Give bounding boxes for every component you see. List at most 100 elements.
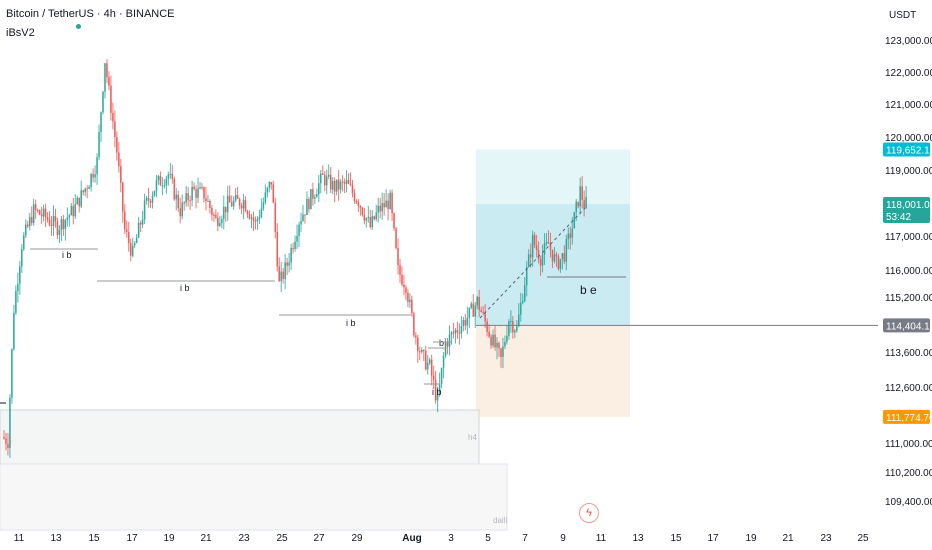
candle [171, 164, 174, 184]
candle-body [569, 233, 572, 238]
candle-body [506, 335, 508, 342]
candle-body [316, 194, 318, 198]
candle [529, 243, 532, 268]
candle [266, 186, 269, 198]
symbol-title[interactable]: Bitcoin / TetherUS · 4h · BINANCE [6, 8, 175, 20]
y-tick-label: 123,000.00 [885, 36, 932, 47]
candle-body [104, 63, 106, 92]
candle-body [15, 291, 17, 313]
candle [347, 173, 350, 185]
candle [470, 301, 473, 310]
candle-body [405, 287, 407, 293]
candle-body [365, 218, 368, 221]
candle-body [193, 186, 195, 190]
candle [567, 227, 570, 250]
candle [440, 367, 443, 389]
candle-body [385, 200, 387, 208]
daily-label: daili [493, 516, 507, 525]
candle [498, 341, 500, 358]
candle-body [312, 189, 314, 199]
candle-body [203, 187, 205, 199]
candle [561, 252, 564, 270]
candle-body [563, 253, 566, 262]
candle-body [221, 219, 223, 224]
candle-body [426, 362, 429, 370]
candle-body [147, 198, 150, 201]
trend-dashed-line [479, 207, 586, 319]
candle-body [456, 330, 459, 333]
candle [74, 194, 77, 219]
candle-body [420, 350, 423, 353]
candle-body [260, 208, 263, 218]
flash-event-icon[interactable]: ϟ [579, 503, 599, 523]
candle-body [575, 201, 578, 213]
candle [254, 216, 257, 230]
candle-body [323, 174, 326, 186]
candle-body [296, 235, 298, 242]
candle-body [199, 186, 201, 189]
candle [149, 199, 152, 209]
x-tick-label: 23 [238, 533, 250, 544]
candle [308, 196, 310, 213]
candle-body [96, 157, 98, 175]
candle-body [371, 216, 374, 228]
candle [428, 357, 431, 366]
candle-body [118, 152, 120, 167]
candle [282, 267, 284, 284]
currency-unit-label[interactable]: USDT [889, 10, 917, 21]
indicator-label[interactable]: iBsV2 [6, 27, 35, 39]
candle [26, 220, 29, 229]
candle-body [76, 197, 79, 205]
candle [185, 186, 187, 207]
candle-body [541, 254, 544, 266]
candle-body [284, 262, 286, 279]
candle [246, 209, 249, 219]
candle [535, 234, 538, 258]
be-label: b e [580, 283, 597, 297]
candle-body [21, 249, 23, 267]
candle-body [321, 173, 324, 175]
x-tick-label: 25 [857, 533, 869, 544]
candle-body [100, 112, 102, 132]
candle [9, 394, 11, 458]
candle [141, 210, 144, 229]
candle-body [422, 350, 425, 352]
chart-header: Bitcoin / TetherUS · 4h · BINANCE iBsV2 [6, 8, 175, 39]
stop-zone [476, 325, 630, 417]
target-zone-lower [476, 203, 630, 326]
candle-body [314, 197, 316, 199]
candle-body [120, 166, 122, 183]
candle-body [84, 188, 86, 193]
candle-body [583, 199, 585, 208]
candle-body [555, 254, 558, 257]
candle [11, 348, 13, 404]
x-tick-label: 7 [522, 533, 528, 544]
candle [316, 188, 318, 198]
candle-body [211, 207, 213, 215]
candle [304, 214, 306, 224]
candle [399, 258, 401, 283]
candle-body [294, 241, 296, 250]
candle [258, 210, 261, 225]
candle [159, 171, 162, 186]
candle-body [393, 213, 395, 229]
candle [213, 212, 215, 222]
candle [125, 220, 128, 238]
candle [163, 179, 166, 189]
candle [409, 293, 411, 309]
candle [54, 208, 57, 228]
candle-body [213, 214, 215, 216]
candle-body [274, 202, 277, 233]
candle-body [373, 216, 376, 220]
candle-body [512, 320, 514, 333]
candle-body [413, 313, 415, 336]
candle-body [510, 320, 512, 322]
candle-body [201, 186, 203, 188]
candle [32, 198, 35, 226]
candle-body [127, 232, 130, 244]
candle-body [444, 341, 447, 356]
candle-body [539, 259, 542, 266]
candle-body [482, 311, 484, 313]
candle-body [68, 215, 71, 218]
